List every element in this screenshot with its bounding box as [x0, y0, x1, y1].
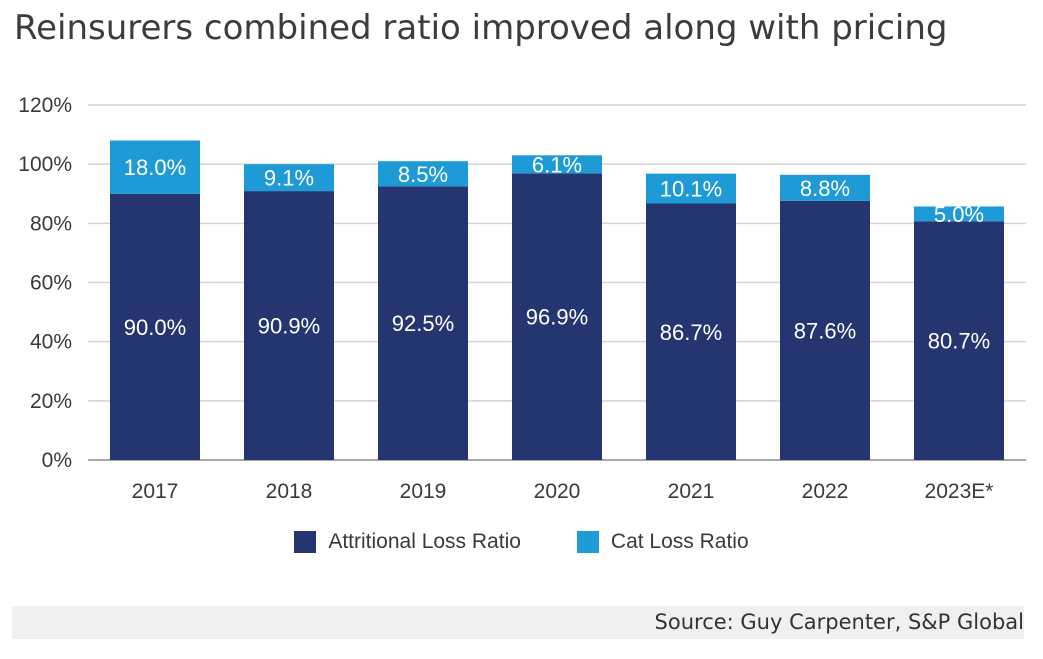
legend-swatch-attritional: [294, 531, 317, 553]
y-tick-label: 60%: [30, 272, 72, 295]
data-label-cat: 10.1%: [660, 177, 722, 202]
data-label-attritional: 86.7%: [660, 320, 722, 345]
bar-attritional: [244, 191, 334, 460]
data-label-attritional: 87.6%: [794, 318, 856, 343]
y-tick-label: 20%: [30, 390, 72, 413]
y-tick-label: 120%: [18, 94, 72, 117]
x-tick-label: 2018: [266, 480, 313, 503]
bar-attritional: [110, 193, 200, 460]
data-label-cat: 8.8%: [800, 176, 850, 201]
legend-item-cat: Cat Loss Ratio: [576, 530, 749, 554]
source-bar: Source: Guy Carpenter, S&P Global: [12, 606, 1024, 639]
bar-cat: [512, 155, 602, 174]
x-tick-label: 2021: [668, 480, 715, 503]
bar-cat: [110, 140, 200, 194]
x-tick-label: 2019: [400, 480, 447, 503]
y-tick-label: 100%: [18, 153, 72, 176]
bar-attritional: [914, 221, 1004, 460]
y-tick-label: 40%: [30, 331, 72, 354]
data-label-attritional: 90.9%: [258, 314, 320, 339]
legend-swatch-cat: [576, 531, 599, 553]
data-label-cat: 9.1%: [264, 166, 314, 191]
bar-cat: [914, 206, 1004, 222]
bar-cat: [378, 161, 468, 187]
x-tick-label: 2020: [534, 480, 581, 503]
data-label-attritional: 92.5%: [392, 311, 454, 336]
legend: Attritional Loss Ratio Cat Loss Ratio: [0, 530, 1043, 554]
data-label-cat: 8.5%: [398, 162, 448, 187]
chart-title: Reinsurers combined ratio improved along…: [14, 8, 948, 48]
data-label-attritional: 96.9%: [526, 305, 588, 330]
bar-cat: [780, 174, 870, 201]
bar-attritional: [378, 186, 468, 460]
legend-label-cat: Cat Loss Ratio: [610, 530, 749, 553]
y-tick-label: 0%: [42, 449, 72, 472]
source-text: Source: Guy Carpenter, S&P Global: [654, 610, 1024, 634]
y-tick-label: 80%: [30, 212, 72, 235]
legend-item-attritional: Attritional Loss Ratio: [294, 530, 521, 554]
bar-attritional: [780, 200, 870, 460]
legend-label-attritional: Attritional Loss Ratio: [328, 530, 521, 553]
bar-cat: [244, 164, 334, 192]
bar-attritional: [646, 203, 736, 460]
data-label-attritional: 80.7%: [928, 329, 990, 354]
stacked-bar-chart: 0% 20% 40% 60% 80% 100% 120% 90.0% 18.0% 2017 90.9…: [18, 94, 1026, 503]
bar-cat: [646, 173, 736, 204]
data-label-cat: 5.0%: [934, 202, 984, 227]
x-tick-label: 2023E*: [925, 480, 994, 503]
data-label-attritional: 90.0%: [124, 315, 186, 340]
data-label-cat: 18.0%: [124, 155, 186, 180]
x-tick-label: 2022: [802, 480, 849, 503]
bar-attritional: [512, 173, 602, 460]
data-label-cat: 6.1%: [532, 152, 582, 177]
x-tick-label: 2017: [132, 480, 179, 503]
